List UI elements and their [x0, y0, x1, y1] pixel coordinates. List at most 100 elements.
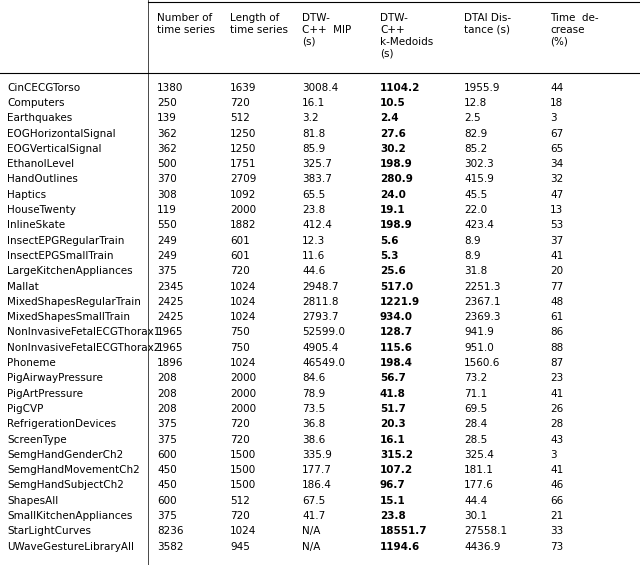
Text: 3: 3: [550, 450, 557, 460]
Text: 720: 720: [230, 98, 250, 108]
Text: 362: 362: [157, 129, 177, 138]
Text: ScreenType: ScreenType: [7, 434, 67, 445]
Text: StarLightCurves: StarLightCurves: [7, 527, 91, 536]
Text: 5.6: 5.6: [380, 236, 399, 246]
Text: 36.8: 36.8: [302, 419, 325, 429]
Text: 69.5: 69.5: [464, 404, 487, 414]
Text: 1896: 1896: [157, 358, 184, 368]
Text: crease: crease: [550, 25, 584, 35]
Text: 46: 46: [550, 480, 563, 490]
Text: 8.9: 8.9: [464, 236, 481, 246]
Text: 1194.6: 1194.6: [380, 542, 420, 551]
Text: C++  MIP: C++ MIP: [302, 25, 351, 35]
Text: 73.2: 73.2: [464, 373, 487, 383]
Text: Phoneme: Phoneme: [7, 358, 56, 368]
Text: 941.9: 941.9: [464, 328, 494, 337]
Text: 512: 512: [230, 496, 250, 506]
Text: 181.1: 181.1: [464, 465, 494, 475]
Text: 1500: 1500: [230, 450, 256, 460]
Text: tance (s): tance (s): [464, 25, 510, 35]
Text: 18551.7: 18551.7: [380, 527, 428, 536]
Text: 1560.6: 1560.6: [464, 358, 500, 368]
Text: 44: 44: [550, 82, 563, 93]
Text: 1092: 1092: [230, 190, 257, 200]
Text: 335.9: 335.9: [302, 450, 332, 460]
Text: 44.6: 44.6: [302, 266, 325, 276]
Text: 71.1: 71.1: [464, 389, 487, 399]
Text: 43: 43: [550, 434, 563, 445]
Text: 96.7: 96.7: [380, 480, 406, 490]
Text: 1965: 1965: [157, 328, 184, 337]
Text: 362: 362: [157, 144, 177, 154]
Text: 67: 67: [550, 129, 563, 138]
Text: PigAirwayPressure: PigAirwayPressure: [7, 373, 103, 383]
Text: 1955.9: 1955.9: [464, 82, 500, 93]
Text: 1024: 1024: [230, 281, 257, 292]
Text: 26: 26: [550, 404, 563, 414]
Text: 208: 208: [157, 404, 177, 414]
Text: DTAI Dis-: DTAI Dis-: [464, 13, 511, 23]
Text: 375: 375: [157, 434, 177, 445]
Text: 87: 87: [550, 358, 563, 368]
Text: time series: time series: [230, 25, 288, 35]
Text: 1500: 1500: [230, 465, 256, 475]
Text: EthanolLevel: EthanolLevel: [7, 159, 74, 169]
Text: HouseTwenty: HouseTwenty: [7, 205, 76, 215]
Text: 1639: 1639: [230, 82, 257, 93]
Text: 84.6: 84.6: [302, 373, 325, 383]
Text: 86: 86: [550, 328, 563, 337]
Text: 720: 720: [230, 266, 250, 276]
Text: 24.0: 24.0: [380, 190, 406, 200]
Text: 3.2: 3.2: [302, 113, 319, 123]
Text: SemgHandSubjectCh2: SemgHandSubjectCh2: [7, 480, 124, 490]
Text: 450: 450: [157, 465, 177, 475]
Text: 56.7: 56.7: [380, 373, 406, 383]
Text: EOGVerticalSignal: EOGVerticalSignal: [7, 144, 102, 154]
Text: 65.5: 65.5: [302, 190, 325, 200]
Text: 78.9: 78.9: [302, 389, 325, 399]
Text: 1024: 1024: [230, 358, 257, 368]
Text: 415.9: 415.9: [464, 175, 494, 184]
Text: 2811.8: 2811.8: [302, 297, 339, 307]
Text: Haptics: Haptics: [7, 190, 46, 200]
Text: 601: 601: [230, 251, 250, 261]
Text: (%): (%): [550, 37, 568, 47]
Text: 4436.9: 4436.9: [464, 542, 500, 551]
Text: Earthquakes: Earthquakes: [7, 113, 72, 123]
Text: 1024: 1024: [230, 297, 257, 307]
Text: 315.2: 315.2: [380, 450, 413, 460]
Text: 750: 750: [230, 343, 250, 353]
Text: Computers: Computers: [7, 98, 65, 108]
Text: 41.8: 41.8: [380, 389, 406, 399]
Text: 44.4: 44.4: [464, 496, 487, 506]
Text: 2369.3: 2369.3: [464, 312, 500, 322]
Text: 517.0: 517.0: [380, 281, 413, 292]
Text: 2000: 2000: [230, 389, 256, 399]
Text: 1965: 1965: [157, 343, 184, 353]
Text: SmallKitchenAppliances: SmallKitchenAppliances: [7, 511, 132, 521]
Text: 37: 37: [550, 236, 563, 246]
Text: 945: 945: [230, 542, 250, 551]
Text: 720: 720: [230, 511, 250, 521]
Text: 139: 139: [157, 113, 177, 123]
Text: 750: 750: [230, 328, 250, 337]
Text: 45.5: 45.5: [464, 190, 487, 200]
Text: 53: 53: [550, 220, 563, 231]
Text: 8.9: 8.9: [464, 251, 481, 261]
Text: 51.7: 51.7: [380, 404, 406, 414]
Text: 10.5: 10.5: [380, 98, 406, 108]
Text: SemgHandGenderCh2: SemgHandGenderCh2: [7, 450, 124, 460]
Text: PigArtPressure: PigArtPressure: [7, 389, 83, 399]
Text: 1500: 1500: [230, 480, 256, 490]
Text: N/A: N/A: [302, 542, 321, 551]
Text: 186.4: 186.4: [302, 480, 332, 490]
Text: 208: 208: [157, 389, 177, 399]
Text: Length of: Length of: [230, 13, 280, 23]
Text: 423.4: 423.4: [464, 220, 494, 231]
Text: 27558.1: 27558.1: [464, 527, 507, 536]
Text: 8236: 8236: [157, 527, 184, 536]
Text: 16.1: 16.1: [302, 98, 325, 108]
Text: 2425: 2425: [157, 297, 184, 307]
Text: 308: 308: [157, 190, 177, 200]
Text: MixedShapesSmallTrain: MixedShapesSmallTrain: [7, 312, 130, 322]
